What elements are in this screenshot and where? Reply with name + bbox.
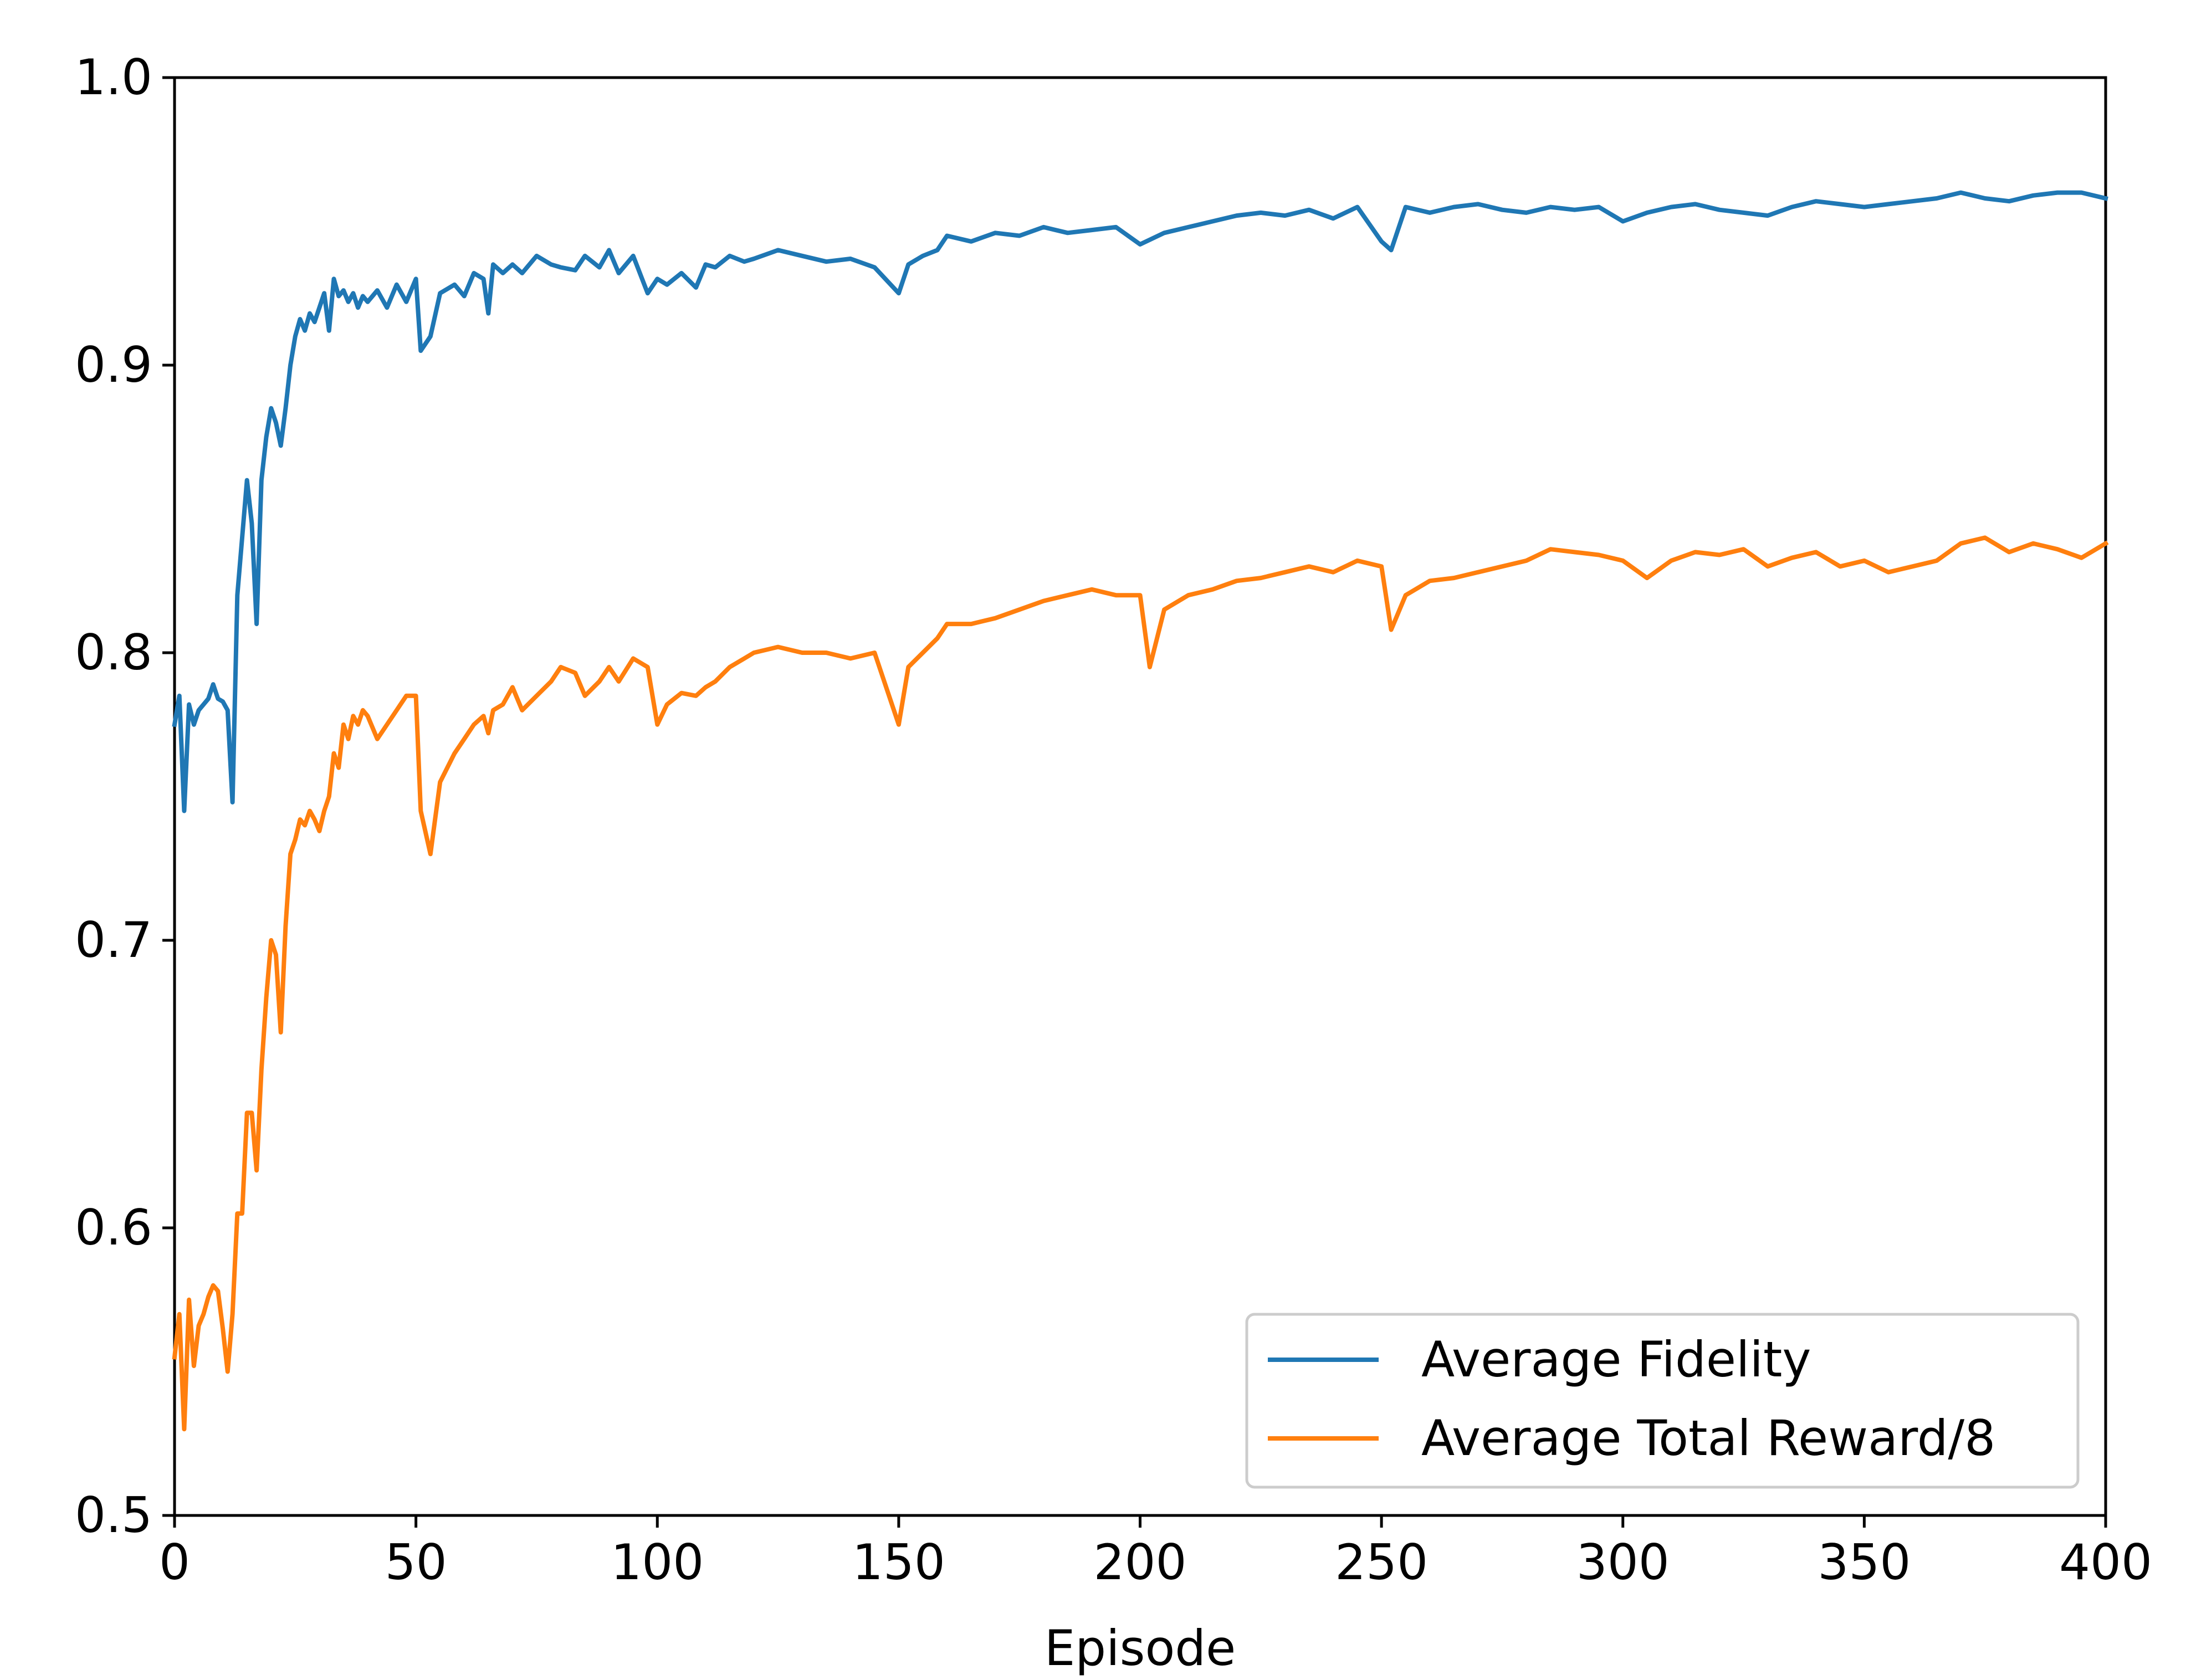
x-tick-label: 350 — [1818, 1534, 1911, 1591]
x-axis-label: Episode — [1045, 1620, 1236, 1677]
x-tick-label: 150 — [852, 1534, 945, 1591]
legend-box — [1245, 1313, 2080, 1489]
x-tick-label: 50 — [385, 1534, 447, 1591]
series-line-average-fidelity — [172, 190, 2108, 813]
x-tick-label: 100 — [611, 1534, 704, 1591]
y-tick-label: 0.9 — [75, 336, 152, 393]
series-line-average-total-reward-8 — [172, 535, 2109, 1432]
y-tick-label: 1.0 — [75, 49, 152, 106]
x-tick-label: 0 — [159, 1534, 190, 1591]
x-axis-ticks: 0 50 100 150 200 250 300 350 400 — [159, 1515, 2152, 1591]
legend: Average Fidelity Average Total Reward/8 — [1245, 1313, 2080, 1489]
y-tick-label: 0.6 — [75, 1199, 152, 1256]
y-tick-label: 0.7 — [75, 911, 152, 969]
x-tick-label: 200 — [1094, 1534, 1187, 1591]
y-axis-ticks: 0.5 0.6 0.7 0.8 0.9 1.0 — [75, 49, 175, 1544]
y-tick-label: 0.5 — [75, 1487, 152, 1544]
legend-label-average-total-reward: Average Total Reward/8 — [1421, 1410, 1995, 1467]
legend-label-average-fidelity: Average Fidelity — [1421, 1331, 1811, 1388]
x-tick-label: 400 — [2059, 1534, 2152, 1591]
x-tick-label: 250 — [1335, 1534, 1428, 1591]
series-layer — [172, 190, 2109, 1432]
y-tick-label: 0.8 — [75, 624, 152, 681]
x-tick-label: 300 — [1576, 1534, 1670, 1591]
